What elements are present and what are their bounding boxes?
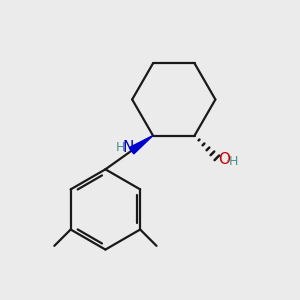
- Text: H: H: [116, 141, 125, 154]
- Text: N: N: [123, 140, 134, 155]
- Text: O: O: [218, 152, 230, 167]
- Polygon shape: [129, 136, 153, 154]
- Text: ·H: ·H: [226, 155, 239, 168]
